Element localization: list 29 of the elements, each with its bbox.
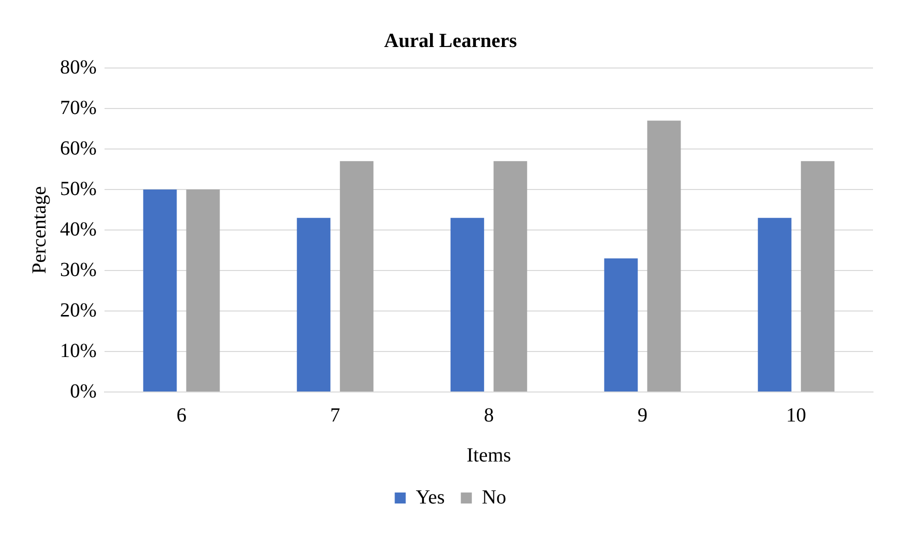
y-tick-label: 10% <box>60 340 97 362</box>
bar <box>494 161 528 392</box>
x-axis-title: Items <box>466 444 512 466</box>
bar <box>604 258 638 392</box>
bar <box>143 190 177 392</box>
y-tick-label: 30% <box>60 258 97 281</box>
bar <box>800 161 834 392</box>
legend-label: Yes <box>416 486 446 508</box>
y-tick-label: 60% <box>60 137 97 160</box>
x-tick-label: 9 <box>638 404 648 426</box>
legend-label: No <box>482 486 506 508</box>
bar <box>758 218 792 392</box>
y-tick-label: 20% <box>60 299 97 322</box>
bar <box>296 218 330 392</box>
chart-title: Aural Learners <box>384 30 518 52</box>
x-tick-label: 6 <box>176 404 186 426</box>
bar <box>450 218 484 392</box>
y-tick-label: 50% <box>60 178 97 200</box>
y-axis-title: Percentage <box>28 186 50 274</box>
x-tick-label: 7 <box>330 404 340 426</box>
bar <box>186 190 220 392</box>
bar <box>647 120 681 392</box>
y-tick-label: 80% <box>60 56 97 78</box>
y-tick-label: 40% <box>60 218 97 240</box>
y-tick-label: 70% <box>60 96 97 119</box>
bar <box>340 161 374 392</box>
y-tick-label: 0% <box>70 380 97 402</box>
x-tick-label: 10 <box>786 404 806 426</box>
x-tick-label: 8 <box>484 404 494 426</box>
